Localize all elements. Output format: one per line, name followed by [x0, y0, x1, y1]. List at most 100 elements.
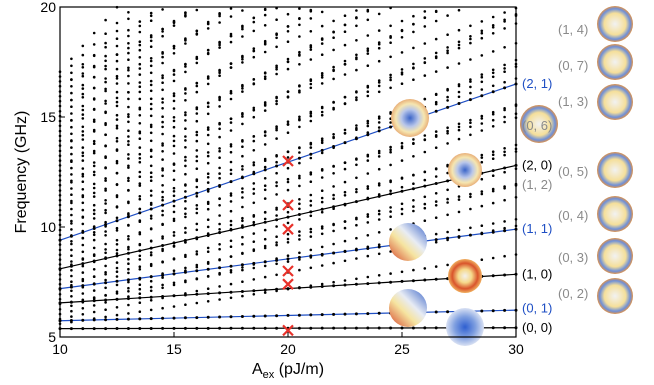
background-point	[263, 237, 267, 241]
mode-point	[229, 228, 233, 232]
background-point	[355, 16, 358, 20]
mode-point	[69, 264, 73, 268]
background-point	[218, 14, 221, 18]
background-point	[127, 164, 130, 168]
mode-point	[320, 313, 324, 317]
background-point	[92, 246, 96, 250]
background-point	[434, 232, 438, 236]
background-point	[309, 79, 313, 82]
background-point	[206, 275, 210, 278]
background-point	[172, 219, 176, 223]
background-point	[263, 104, 267, 107]
background-point	[229, 192, 233, 195]
background-point	[70, 98, 73, 102]
background-point	[104, 80, 107, 84]
background-point	[172, 217, 176, 221]
background-point	[320, 24, 324, 28]
background-point	[389, 215, 392, 218]
mode-point	[263, 326, 267, 330]
background-point	[491, 15, 495, 19]
background-point	[206, 76, 210, 80]
background-point	[503, 226, 506, 230]
background-point	[275, 225, 278, 228]
mode-point	[411, 326, 415, 330]
mode-point	[149, 327, 153, 330]
background-point	[332, 135, 335, 139]
mode-point	[115, 254, 119, 258]
mode-point	[240, 263, 244, 267]
background-point	[503, 27, 506, 30]
background-point	[263, 8, 267, 11]
mode-point	[275, 258, 279, 262]
x-marker-stroke	[282, 155, 294, 167]
background-point	[241, 205, 244, 209]
background-point	[81, 167, 85, 170]
background-point	[92, 97, 96, 100]
background-point	[377, 182, 381, 185]
background-point	[241, 115, 244, 118]
background-point	[104, 177, 107, 180]
background-point	[218, 127, 221, 131]
background-point	[81, 180, 85, 183]
background-point	[252, 163, 256, 167]
background-point	[138, 90, 142, 94]
background-point	[104, 220, 107, 224]
background-point	[469, 41, 472, 45]
background-point	[70, 187, 73, 190]
background-point	[104, 251, 107, 255]
background-point	[70, 179, 73, 183]
background-point	[138, 301, 142, 305]
background-point	[309, 114, 313, 118]
background-point	[241, 61, 244, 64]
background-point	[81, 72, 85, 75]
side-mode-label: (0, 2)	[558, 286, 588, 301]
background-point	[218, 41, 221, 45]
background-point	[195, 29, 199, 33]
background-point	[218, 98, 221, 102]
background-point	[70, 201, 73, 205]
background-point	[172, 152, 176, 155]
background-point	[127, 129, 130, 132]
background-point	[263, 244, 267, 248]
background-point	[149, 59, 153, 63]
background-point	[81, 74, 85, 78]
background-point	[423, 170, 427, 174]
background-point	[320, 176, 324, 179]
background-point	[70, 199, 73, 203]
background-point	[195, 263, 199, 267]
background-point	[491, 75, 495, 79]
background-point	[149, 217, 153, 220]
mode-point	[195, 269, 199, 273]
background-point	[81, 243, 85, 247]
background-point	[92, 161, 96, 164]
background-point	[469, 118, 472, 122]
background-point	[309, 48, 313, 51]
mode-profile-0-4	[597, 196, 633, 232]
background-point	[332, 100, 335, 104]
mode-point	[411, 279, 415, 283]
background-point	[298, 125, 301, 129]
background-point	[366, 52, 370, 55]
background-point	[218, 43, 221, 47]
background-point	[469, 195, 472, 199]
background-point	[92, 31, 96, 35]
background-point	[298, 174, 301, 178]
background-point	[172, 144, 176, 148]
background-point	[127, 257, 130, 261]
mode-point	[354, 326, 358, 330]
background-point	[161, 144, 164, 147]
background-point	[104, 234, 107, 237]
background-point	[423, 178, 427, 182]
background-point	[195, 106, 199, 109]
background-point	[104, 166, 107, 169]
background-point	[400, 36, 404, 39]
background-point	[70, 242, 73, 246]
background-point	[138, 195, 142, 198]
background-point	[127, 267, 130, 271]
background-point	[149, 107, 153, 111]
background-point	[172, 99, 176, 103]
background-point	[480, 192, 484, 196]
background-point	[503, 170, 506, 174]
background-point	[480, 80, 484, 84]
mode-point	[286, 257, 290, 261]
